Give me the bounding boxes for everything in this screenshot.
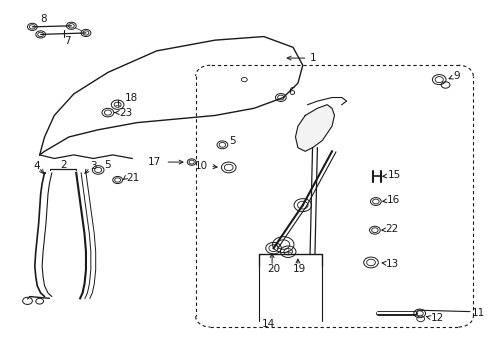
Polygon shape	[295, 105, 334, 151]
Text: 15: 15	[387, 170, 400, 180]
Text: 16: 16	[386, 195, 400, 206]
Text: 9: 9	[453, 71, 460, 81]
Text: 6: 6	[287, 87, 294, 97]
Text: 3: 3	[90, 161, 97, 171]
Text: 8: 8	[40, 14, 46, 24]
Text: 21: 21	[126, 173, 140, 183]
Text: 5: 5	[228, 136, 235, 146]
Text: 22: 22	[385, 224, 398, 234]
Text: 5: 5	[104, 159, 111, 170]
Text: 2: 2	[61, 159, 67, 170]
Text: 7: 7	[63, 36, 70, 46]
Text: 17: 17	[148, 157, 161, 167]
Text: 14: 14	[261, 319, 274, 329]
Text: 10: 10	[194, 161, 207, 171]
Text: 20: 20	[266, 264, 280, 274]
Text: 23: 23	[119, 108, 132, 118]
Text: 1: 1	[309, 53, 316, 63]
Text: 12: 12	[429, 313, 443, 323]
Text: 19: 19	[292, 264, 305, 274]
Text: 18: 18	[125, 93, 138, 103]
Text: 11: 11	[470, 308, 484, 318]
Text: 13: 13	[385, 259, 398, 269]
Text: 4: 4	[34, 161, 41, 171]
